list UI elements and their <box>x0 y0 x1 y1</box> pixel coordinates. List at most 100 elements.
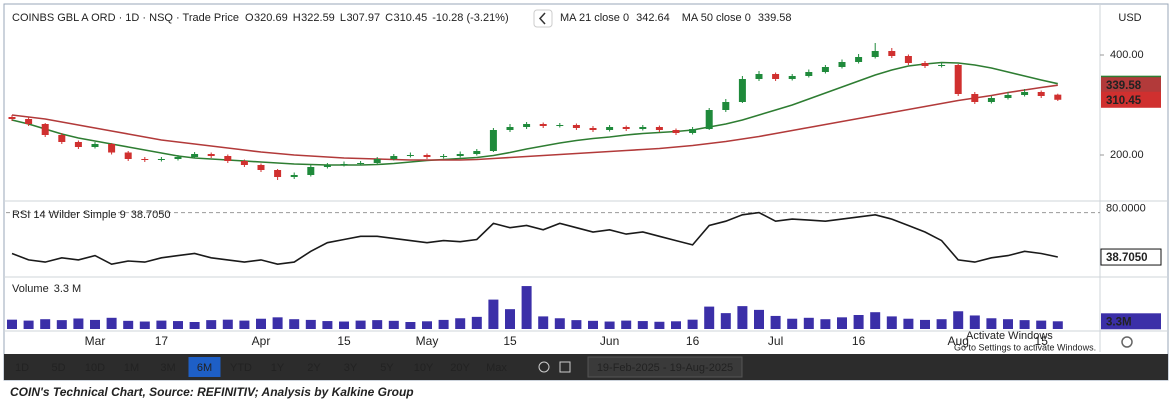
value-badge <box>1101 91 1161 108</box>
candle-body <box>1054 94 1062 100</box>
candle-body <box>290 175 298 177</box>
volume-bar <box>40 319 51 329</box>
volume-bar <box>272 317 283 329</box>
header-text: H <box>293 12 301 24</box>
range-button[interactable]: 10D <box>85 362 105 374</box>
candle-body <box>373 159 381 163</box>
volume-bar <box>588 320 598 329</box>
volume-bar <box>538 316 549 329</box>
range-button[interactable]: 1D <box>15 362 29 374</box>
x-tick-label: 17 <box>155 334 169 348</box>
candle-body <box>357 163 365 164</box>
candle-body <box>41 124 49 135</box>
candle-body <box>257 165 265 170</box>
x-tick-label: 15 <box>503 334 517 348</box>
volume-bar <box>455 318 466 329</box>
header-text: COINBS GBL A ORD · 1D · NSQ · Trade Pric… <box>12 12 239 24</box>
volume-bar <box>56 320 67 329</box>
volume-bar <box>139 321 150 329</box>
date-range: 19-Feb-2025 - 19-Aug-2025 <box>597 362 733 374</box>
header-text: 339.58 <box>758 12 792 24</box>
range-button[interactable]: Max <box>486 362 507 374</box>
range-button[interactable]: 1Y <box>271 362 285 374</box>
volume-bar <box>671 321 681 329</box>
candle-body <box>157 159 165 160</box>
value-badge-label: 3.3M <box>1106 316 1132 328</box>
volume-bar <box>1019 320 1030 329</box>
candle-body <box>622 127 630 129</box>
range-button[interactable]: 3M <box>160 362 175 374</box>
candle-body <box>124 152 132 159</box>
toolbar-icon[interactable] <box>559 361 571 373</box>
candle-body <box>672 130 680 133</box>
candle-body <box>1021 92 1029 95</box>
candle-body <box>440 156 448 157</box>
settings-icon[interactable] <box>1121 336 1133 348</box>
volume-bar <box>422 321 432 329</box>
candle-body <box>274 170 282 177</box>
candle-body <box>8 117 16 119</box>
value-badge <box>1101 313 1161 330</box>
rsi-line <box>11 211 1058 266</box>
volume-bar <box>355 320 366 329</box>
value-badge-label: 38.7050 <box>1106 252 1148 264</box>
range-button[interactable]: 5Y <box>380 362 394 374</box>
candle-body <box>74 142 82 147</box>
y-tick-label: 200.00 <box>1110 149 1144 161</box>
candle-body <box>772 74 780 79</box>
volume-bar <box>7 319 17 329</box>
date-range-box[interactable] <box>587 356 743 378</box>
candle-body <box>855 57 863 62</box>
volume-bar <box>505 309 515 329</box>
range-button[interactable]: YTD <box>230 362 252 374</box>
volume-bar <box>803 317 814 329</box>
volume-bar <box>206 320 217 329</box>
volume-bar <box>687 319 698 329</box>
range-button[interactable]: 3Y <box>344 362 358 374</box>
volume-bar <box>903 318 914 329</box>
volume-bar <box>189 322 200 329</box>
value-badge <box>1101 77 1161 94</box>
x-tick-label: 15 <box>337 334 351 348</box>
y-tick-label: 80.0000 <box>1106 203 1146 215</box>
panel-title: RSI 14 Wilder Simple 9 <box>12 209 126 221</box>
range-button[interactable]: 5D <box>51 362 65 374</box>
range-button[interactable]: 6M <box>197 362 212 374</box>
header-text: 322.59 <box>301 12 335 24</box>
toolbar-icon[interactable] <box>538 361 550 373</box>
volume-bar <box>305 319 316 329</box>
candle-body <box>738 79 746 102</box>
volume-bar <box>737 306 748 329</box>
x-tick-label: Apr <box>252 334 271 348</box>
moving-average-line <box>11 84 1058 161</box>
candle-body <box>539 124 547 126</box>
volume-bar <box>787 318 798 329</box>
range-button[interactable]: 1M <box>124 362 139 374</box>
range-button[interactable]: 10Y <box>414 362 434 374</box>
volume-bar <box>1003 319 1013 329</box>
candle-body <box>25 119 33 124</box>
range-button[interactable]: 2Y <box>307 362 321 374</box>
candle-body <box>971 94 979 102</box>
volume-bar <box>654 321 665 329</box>
volume-bar <box>471 316 482 329</box>
candle-body <box>456 154 464 156</box>
range-button-active[interactable] <box>188 357 221 377</box>
volume-bar <box>222 319 233 329</box>
value-badge-label: 310.45 <box>1106 95 1142 107</box>
panel-title-value: 3.3 M <box>54 283 82 295</box>
range-button[interactable]: 20Y <box>450 362 470 374</box>
panel-title: Volume <box>12 283 49 295</box>
volume-bar <box>621 320 632 329</box>
candle-body <box>572 125 580 128</box>
candle-body <box>1004 95 1012 98</box>
candle-body <box>788 76 796 79</box>
x-tick-label: Jun <box>600 334 619 348</box>
volume-bar <box>936 319 947 329</box>
candle-body <box>108 144 116 153</box>
x-tick-label: 16 <box>686 334 700 348</box>
candle-body <box>141 159 149 160</box>
collapse-button[interactable] <box>533 9 553 28</box>
x-tick-label: 16 <box>852 334 866 348</box>
candle-body <box>58 135 66 142</box>
